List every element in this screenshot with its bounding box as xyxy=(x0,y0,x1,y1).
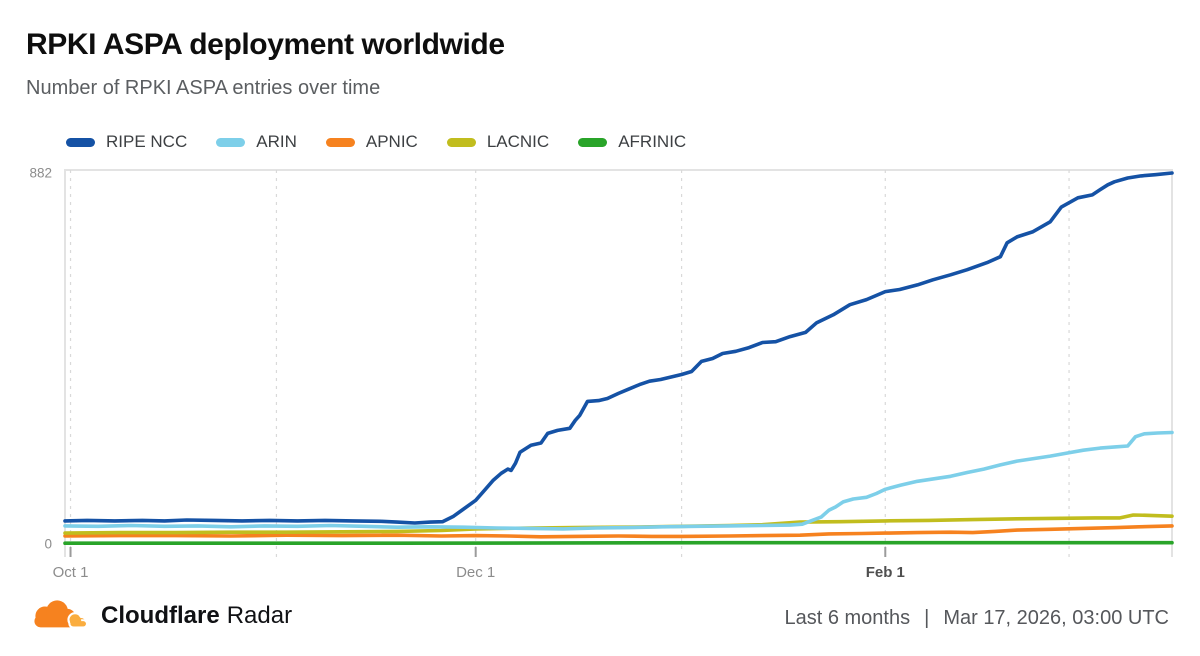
legend-item-lacnic[interactable]: LACNIC xyxy=(446,132,550,152)
series-line-afrinic xyxy=(63,540,1174,546)
legend-label-ripe-ncc: RIPE NCC xyxy=(106,132,188,151)
brand-product: Radar xyxy=(226,602,293,629)
series-line-apnic xyxy=(63,524,1174,539)
y-axis-label-0: 0 xyxy=(44,537,52,552)
series-line-ripe-ncc xyxy=(63,171,1174,525)
legend-swatch-ripe-ncc xyxy=(66,137,95,147)
legend-swatch-lacnic xyxy=(446,137,476,147)
legend-label-apnic: APNIC xyxy=(365,132,418,151)
legend-label-arin: ARIN xyxy=(256,132,297,151)
cloudflare-logo-icon xyxy=(34,600,88,629)
timestamp-label: Mar 17, 2026, 03:00 UTC xyxy=(943,607,1169,629)
plot-border xyxy=(64,169,1173,557)
series-line-arin xyxy=(63,430,1174,531)
meta-separator: | xyxy=(924,607,930,629)
footer-meta: Last 6 months | Mar 17, 2026, 03:00 UTC xyxy=(784,607,1169,630)
legend-item-arin[interactable]: ARIN xyxy=(216,132,297,152)
legend-swatch-afrinic xyxy=(578,137,608,147)
legend-label-lacnic: LACNIC xyxy=(486,132,550,151)
cloudflare-radar-brand[interactable]: Cloudflare Radar xyxy=(30,599,292,633)
legend-swatch-arin xyxy=(216,137,246,147)
legend: RIPE NCC ARIN APNIC LACNIC AFRINIC xyxy=(66,132,686,152)
date-range-label: Last 6 months xyxy=(784,607,911,629)
page-title: RPKI ASPA deployment worldwide xyxy=(26,28,505,61)
cloud-accent-shape xyxy=(67,612,88,629)
x-axis-label-dec-1: Dec 1 xyxy=(456,564,495,581)
page-subtitle: Number of RPKI ASPA entries over time xyxy=(26,77,381,99)
brand-wordmark: Cloudflare Radar xyxy=(101,602,292,630)
legend-label-afrinic: AFRINIC xyxy=(618,132,687,151)
legend-swatch-apnic xyxy=(325,137,355,147)
chart-plot-area[interactable] xyxy=(65,170,1172,557)
brand-name: Cloudflare xyxy=(101,602,220,629)
cloud-main-shape xyxy=(34,600,76,628)
legend-item-afrinic[interactable]: AFRINIC xyxy=(578,132,686,152)
y-axis-label-882: 882 xyxy=(29,166,52,181)
x-axis-label-oct-1: Oct 1 xyxy=(53,564,89,581)
x-axis-label-feb-1: Feb 1 xyxy=(866,564,905,581)
legend-item-ripe-ncc[interactable]: RIPE NCC xyxy=(66,132,187,152)
legend-item-apnic[interactable]: APNIC xyxy=(325,132,418,152)
